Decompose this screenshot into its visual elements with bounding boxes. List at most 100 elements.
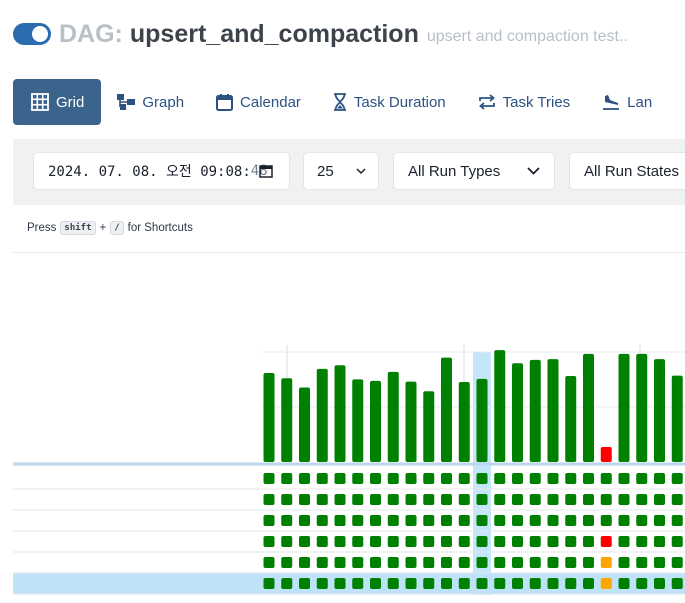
task-instance-square[interactable]: [352, 473, 364, 484]
task-instance-square[interactable]: [352, 557, 364, 568]
task-instance-square[interactable]: [299, 536, 310, 547]
tab-task-duration[interactable]: Task Duration: [317, 79, 462, 125]
task-instance-square[interactable]: [458, 515, 470, 526]
run-state-select[interactable]: All Run States: [569, 152, 685, 190]
run-duration-bar[interactable]: [387, 371, 399, 462]
task-instance-square[interactable]: [618, 578, 630, 589]
task-instance-square[interactable]: [423, 473, 435, 484]
task-instance-square[interactable]: [387, 494, 399, 505]
task-instance-square[interactable]: [387, 515, 399, 526]
task-instance-square[interactable]: [352, 515, 364, 526]
tab-task-tries[interactable]: Task Tries: [462, 79, 587, 125]
task-instance-square[interactable]: [334, 557, 346, 568]
task-instance-square[interactable]: [458, 494, 470, 505]
task-instance-square[interactable]: [494, 494, 506, 505]
task-instance-square[interactable]: [636, 515, 648, 526]
run-duration-bar[interactable]: [316, 368, 328, 462]
task-instance-square[interactable]: [618, 536, 630, 547]
task-instance-square[interactable]: [547, 473, 559, 484]
task-instance-square[interactable]: [618, 494, 630, 505]
task-instance-square[interactable]: [281, 557, 293, 568]
task-instance-square[interactable]: [405, 494, 417, 505]
task-instance-square[interactable]: [281, 473, 293, 484]
task-instance-square[interactable]: [494, 557, 506, 568]
task-instance-square[interactable]: [299, 494, 310, 505]
task-instance-square[interactable]: [636, 494, 648, 505]
task-instance-square[interactable]: [529, 536, 541, 547]
calendar-icon[interactable]: [259, 164, 273, 178]
num-runs-select[interactable]: 25: [303, 152, 379, 190]
task-instance-square[interactable]: [600, 578, 612, 589]
task-instance-square[interactable]: [405, 578, 417, 589]
task-instance-square[interactable]: [441, 515, 452, 526]
run-duration-bar[interactable]: [405, 381, 417, 462]
task-instance-square[interactable]: [263, 515, 275, 526]
tab-landing-times[interactable]: Lan: [586, 79, 668, 125]
run-duration-bar[interactable]: [370, 380, 381, 462]
task-instance-square[interactable]: [334, 578, 346, 589]
tab-calendar[interactable]: Calendar: [200, 79, 317, 125]
task-instance-square[interactable]: [281, 515, 293, 526]
task-instance-square[interactable]: [352, 536, 364, 547]
task-instance-square[interactable]: [494, 515, 506, 526]
tab-grid[interactable]: Grid: [13, 79, 102, 125]
task-instance-square[interactable]: [405, 536, 417, 547]
task-instance-square[interactable]: [636, 536, 648, 547]
task-instance-square[interactable]: [583, 557, 594, 568]
run-duration-bar[interactable]: [636, 353, 648, 462]
task-instance-square[interactable]: [600, 557, 612, 568]
task-instance-square[interactable]: [512, 536, 523, 547]
run-duration-bar[interactable]: [547, 359, 559, 462]
task-instance-square[interactable]: [600, 536, 612, 547]
run-duration-bar[interactable]: [618, 353, 630, 462]
run-duration-bar[interactable]: [352, 379, 364, 462]
task-instance-square[interactable]: [512, 578, 523, 589]
task-instance-square[interactable]: [387, 536, 399, 547]
task-instance-square[interactable]: [547, 557, 559, 568]
task-instance-square[interactable]: [583, 494, 594, 505]
task-instance-square[interactable]: [423, 515, 435, 526]
task-instance-square[interactable]: [299, 557, 310, 568]
task-instance-square[interactable]: [423, 557, 435, 568]
task-instance-square[interactable]: [334, 473, 346, 484]
task-instance-square[interactable]: [512, 515, 523, 526]
task-instance-square[interactable]: [529, 515, 541, 526]
task-instance-square[interactable]: [654, 578, 665, 589]
task-instance-square[interactable]: [316, 557, 328, 568]
task-instance-square[interactable]: [299, 473, 310, 484]
task-instance-square[interactable]: [441, 536, 452, 547]
task-instance-square[interactable]: [618, 473, 630, 484]
run-duration-bar[interactable]: [512, 363, 523, 462]
task-instance-square[interactable]: [583, 515, 594, 526]
task-instance-square[interactable]: [671, 557, 683, 568]
run-duration-bar[interactable]: [671, 375, 683, 462]
task-instance-square[interactable]: [281, 536, 293, 547]
task-instance-square[interactable]: [671, 578, 683, 589]
run-duration-bar[interactable]: [299, 387, 310, 462]
task-instance-square[interactable]: [654, 473, 665, 484]
run-duration-bar[interactable]: [654, 359, 665, 462]
task-instance-square[interactable]: [618, 557, 630, 568]
task-instance-square[interactable]: [512, 494, 523, 505]
task-instance-square[interactable]: [405, 557, 417, 568]
task-instance-square[interactable]: [263, 578, 275, 589]
task-instance-square[interactable]: [387, 578, 399, 589]
tab-graph[interactable]: Graph: [101, 79, 200, 125]
task-instance-square[interactable]: [636, 557, 648, 568]
task-instance-square[interactable]: [263, 557, 275, 568]
task-instance-square[interactable]: [671, 515, 683, 526]
task-instance-square[interactable]: [263, 494, 275, 505]
task-instance-square[interactable]: [476, 473, 488, 484]
task-instance-square[interactable]: [565, 515, 577, 526]
run-duration-bar[interactable]: [458, 382, 470, 462]
task-instance-square[interactable]: [529, 494, 541, 505]
task-instance-square[interactable]: [370, 578, 381, 589]
run-duration-bar[interactable]: [600, 446, 612, 462]
task-instance-square[interactable]: [476, 515, 488, 526]
task-instance-square[interactable]: [476, 494, 488, 505]
task-instance-square[interactable]: [654, 557, 665, 568]
run-duration-bar[interactable]: [529, 359, 541, 462]
task-instance-square[interactable]: [281, 578, 293, 589]
task-instance-square[interactable]: [583, 578, 594, 589]
task-instance-square[interactable]: [512, 473, 523, 484]
